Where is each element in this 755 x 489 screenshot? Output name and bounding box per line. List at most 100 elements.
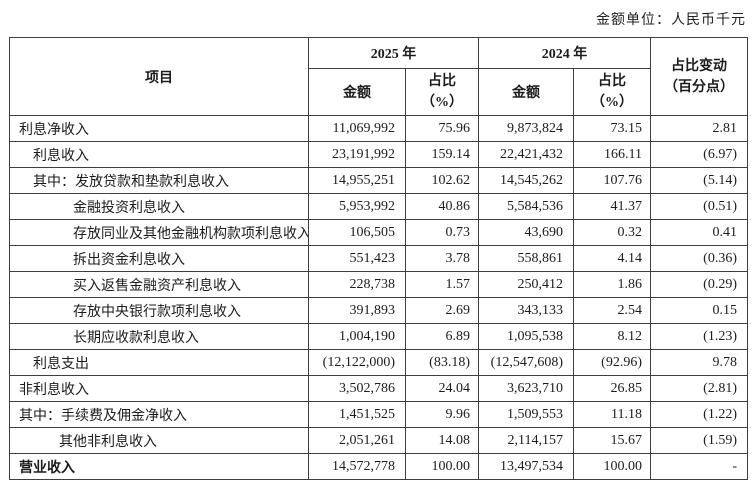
amount-2024-cell: 558,861	[478, 245, 574, 272]
amount-2025-cell: 23,191,992	[308, 141, 406, 168]
income-table: 项目 2025 年 2024 年 占比变动 （百分点） 金额 占比 （%） 金额…	[9, 37, 748, 480]
table-row: 利息净收入 11,069,992 75.96 9,873,824 73.15 2…	[9, 115, 748, 142]
row-label: 营业收入	[9, 453, 309, 480]
amount-2025-cell: 551,423	[308, 245, 406, 272]
change-cell: 0.41	[650, 219, 748, 246]
ratio-2025-cell: 100.00	[405, 453, 479, 480]
table-row: 利息支出 (12,122,000) (83.18) (12,547,608) (…	[9, 349, 748, 376]
ratio-2024-cell: 26.85	[573, 375, 651, 402]
header-change-line2: （百分点）	[664, 79, 734, 95]
ratio-2025-cell: 75.96	[405, 115, 479, 142]
change-cell: (0.29)	[650, 271, 748, 298]
header-amount-2024: 金额	[478, 68, 574, 116]
amount-2025-cell: 1,451,525	[308, 401, 406, 428]
change-cell: (2.81)	[650, 375, 748, 402]
amount-2025-cell: 106,505	[308, 219, 406, 246]
amount-2024-cell: 9,873,824	[478, 115, 574, 142]
ratio-2025-cell: 24.04	[405, 375, 479, 402]
table-row: 利息收入 23,191,992 159.14 22,421,432 166.11…	[9, 141, 748, 168]
ratio-2025-cell: 40.86	[405, 193, 479, 220]
ratio-2025-cell: 1.57	[405, 271, 479, 298]
header-amount-2025: 金额	[308, 68, 406, 116]
header-sub-row: 金额 占比 （%） 金额 占比 （%）	[10, 68, 748, 116]
ratio-2025-cell: 0.73	[405, 219, 479, 246]
change-cell: (1.22)	[650, 401, 748, 428]
amount-2024-cell: 13,497,534	[478, 453, 574, 480]
header-ratio-line1: 占比	[598, 74, 626, 89]
ratio-2025-cell: 3.78	[405, 245, 479, 272]
row-label: 金融投资利息收入	[9, 193, 309, 220]
header-ratio-line2: （%）	[421, 95, 463, 110]
ratio-2024-cell: 8.12	[573, 323, 651, 350]
header-ratio-2024: 占比 （%）	[573, 68, 651, 116]
row-label: 利息净收入	[9, 115, 309, 142]
row-label: 长期应收款利息收入	[9, 323, 309, 350]
header-ratio-line2: （%）	[591, 95, 633, 110]
ratio-2024-cell: 166.11	[573, 141, 651, 168]
change-cell: 0.15	[650, 297, 748, 324]
ratio-2024-cell: 1.86	[573, 271, 651, 298]
amount-2024-cell: 5,584,536	[478, 193, 574, 220]
ratio-2024-cell: 11.18	[573, 401, 651, 428]
change-cell: -	[650, 453, 748, 480]
header-item: 项目	[9, 37, 309, 116]
header-ratio-line1: 占比	[428, 74, 456, 89]
ratio-2024-cell: (92.96)	[573, 349, 651, 376]
ratio-2025-cell: 2.69	[405, 297, 479, 324]
ratio-2024-cell: 73.15	[573, 115, 651, 142]
row-label: 利息收入	[9, 141, 309, 168]
amount-2025-cell: 14,572,778	[308, 453, 406, 480]
table-row: 营业收入 14,572,778 100.00 13,497,534 100.00…	[9, 453, 748, 480]
header-change: 占比变动 （百分点）	[650, 37, 748, 116]
amount-2025-cell: 3,502,786	[308, 375, 406, 402]
row-label: 存放中央银行款项利息收入	[9, 297, 309, 324]
amount-2024-cell: (12,547,608)	[478, 349, 574, 376]
ratio-2024-cell: 0.32	[573, 219, 651, 246]
header-year-row: 项目 2025 年 2024 年 占比变动 （百分点）	[9, 37, 748, 116]
table-row: 拆出资金利息收入 551,423 3.78 558,861 4.14 (0.36…	[9, 245, 748, 272]
table-row: 其中：手续费及佣金净收入 1,451,525 9.96 1,509,553 11…	[9, 401, 748, 428]
amount-2025-cell: (12,122,000)	[308, 349, 406, 376]
table-row: 其他非利息收入 2,051,261 14.08 2,114,157 15.67 …	[9, 427, 748, 454]
row-label: 其中：手续费及佣金净收入	[9, 401, 309, 428]
amount-2024-cell: 14,545,262	[478, 167, 574, 194]
ratio-2025-cell: 6.89	[405, 323, 479, 350]
ratio-2025-cell: (83.18)	[405, 349, 479, 376]
table-row: 非利息收入 3,502,786 24.04 3,623,710 26.85 (2…	[9, 375, 748, 402]
amount-2025-cell: 228,738	[308, 271, 406, 298]
change-cell: (6.97)	[650, 141, 748, 168]
header-change-line1: 占比变动	[671, 58, 727, 74]
row-label: 其中：发放贷款和垫款利息收入	[9, 167, 309, 194]
table-header: 项目 2025 年 2024 年 占比变动 （百分点） 金额 占比 （%） 金额…	[9, 37, 748, 116]
change-cell: 9.78	[650, 349, 748, 376]
amount-2025-cell: 11,069,992	[308, 115, 406, 142]
unit-label: 金额单位：人民币千元	[596, 13, 746, 28]
ratio-2024-cell: 2.54	[573, 297, 651, 324]
amount-2025-cell: 5,953,992	[308, 193, 406, 220]
ratio-2024-cell: 107.76	[573, 167, 651, 194]
table-row: 存放同业及其他金融机构款项利息收入 106,505 0.73 43,690 0.…	[9, 219, 748, 246]
row-label: 买入返售金融资产利息收入	[9, 271, 309, 298]
table-body: 利息净收入 11,069,992 75.96 9,873,824 73.15 2…	[9, 115, 748, 480]
row-label: 非利息收入	[9, 375, 309, 402]
change-cell: (1.23)	[650, 323, 748, 350]
ratio-2025-cell: 159.14	[405, 141, 479, 168]
change-cell: 2.81	[650, 115, 748, 142]
amount-2025-cell: 2,051,261	[308, 427, 406, 454]
row-label: 其他非利息收入	[9, 427, 309, 454]
amount-2024-cell: 343,133	[478, 297, 574, 324]
ratio-2025-cell: 9.96	[405, 401, 479, 428]
amount-2025-cell: 391,893	[308, 297, 406, 324]
table-row: 其中：发放贷款和垫款利息收入 14,955,251 102.62 14,545,…	[9, 167, 748, 194]
change-cell: (5.14)	[650, 167, 748, 194]
table-row: 存放中央银行款项利息收入 391,893 2.69 343,133 2.54 0…	[9, 297, 748, 324]
amount-2025-cell: 14,955,251	[308, 167, 406, 194]
change-cell: (1.59)	[650, 427, 748, 454]
amount-2024-cell: 3,623,710	[478, 375, 574, 402]
change-cell: (0.36)	[650, 245, 748, 272]
ratio-2024-cell: 4.14	[573, 245, 651, 272]
amount-2024-cell: 2,114,157	[478, 427, 574, 454]
table-row: 买入返售金融资产利息收入 228,738 1.57 250,412 1.86 (…	[9, 271, 748, 298]
row-label: 拆出资金利息收入	[9, 245, 309, 272]
